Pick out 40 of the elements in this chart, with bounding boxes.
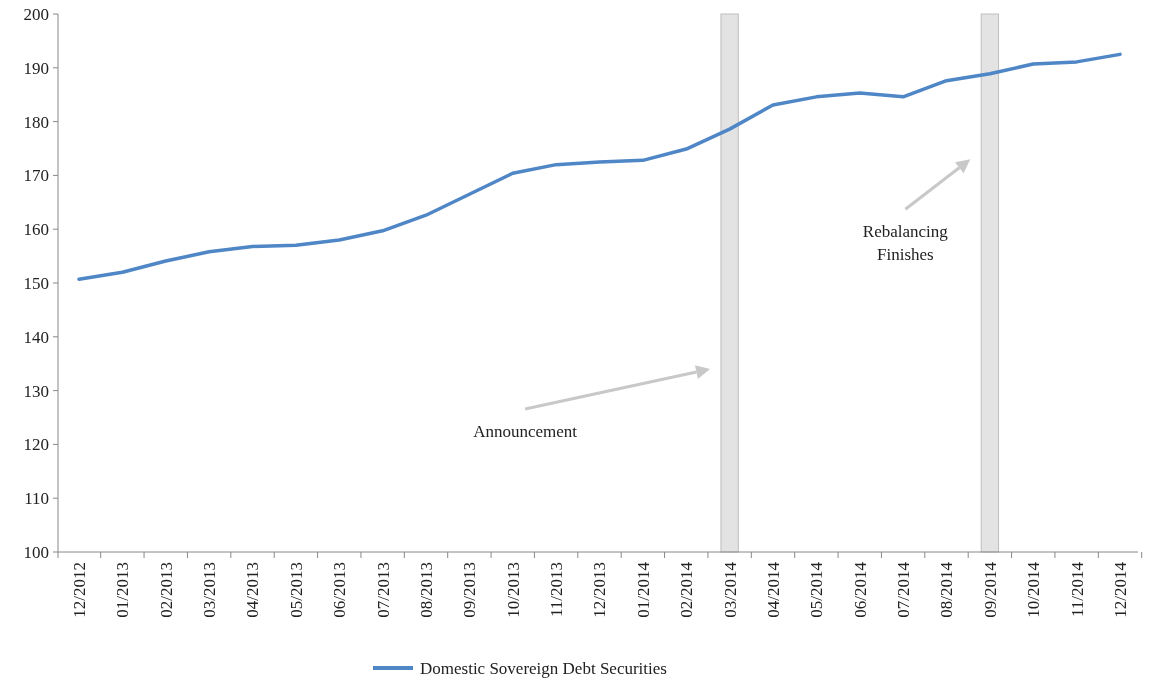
x-tick-label: 11/2014 xyxy=(1067,561,1087,618)
x-tick-label: 09/2014 xyxy=(980,561,1000,618)
x-tick-label: 10/2014 xyxy=(1024,561,1044,618)
x-tick-label: 02/2014 xyxy=(677,561,697,618)
y-tick-label: 110 xyxy=(24,489,49,509)
x-tick-label: 11/2013 xyxy=(547,562,567,618)
x-tick-label: 01/2014 xyxy=(633,561,653,618)
x-tick-label: 03/2014 xyxy=(720,561,740,618)
x-tick-label: 02/2013 xyxy=(156,562,176,618)
x-tick-label: 09/2013 xyxy=(460,562,480,618)
y-tick-label: 200 xyxy=(23,4,49,24)
x-tick-label: 06/2014 xyxy=(850,561,870,618)
annotation: Announcement xyxy=(473,422,578,442)
x-tick-label: 06/2013 xyxy=(330,562,350,618)
line-series xyxy=(77,52,1122,281)
y-tick-label: 140 xyxy=(23,327,49,347)
x-tick-label: 07/2013 xyxy=(373,562,393,618)
legend-label: Domestic Sovereign Debt Securities xyxy=(420,658,667,678)
x-tick-label: 08/2013 xyxy=(416,562,436,618)
y-tick-label: 190 xyxy=(23,58,49,78)
x-tick-label: 12/2014 xyxy=(1110,561,1130,618)
y-tick-label: 120 xyxy=(23,435,49,455)
x-tick-label: 10/2013 xyxy=(503,562,523,618)
y-tick-label: 170 xyxy=(23,166,49,186)
x-tick-label: 07/2014 xyxy=(894,561,914,618)
y-tick-label: 150 xyxy=(23,273,49,293)
x-tick-label: 12/2013 xyxy=(590,562,610,618)
x-tick-label: 12/2012 xyxy=(69,562,89,618)
x-tick-label: 05/2013 xyxy=(286,562,306,618)
x-tick-label: 03/2013 xyxy=(200,562,220,618)
y-tick-label: 180 xyxy=(23,112,49,132)
y-tick-label: 130 xyxy=(23,381,49,401)
x-tick-label: 04/2014 xyxy=(763,561,783,618)
x-tick-label: 08/2014 xyxy=(937,561,957,618)
x-tick-label: 04/2013 xyxy=(243,562,263,618)
y-tick-label: 160 xyxy=(23,220,49,240)
y-tick-label: 100 xyxy=(23,542,49,562)
annotation: Rebalancing Finishes xyxy=(862,222,949,265)
x-tick-label: 01/2013 xyxy=(113,562,133,618)
x-tick-label: 05/2014 xyxy=(807,561,827,618)
